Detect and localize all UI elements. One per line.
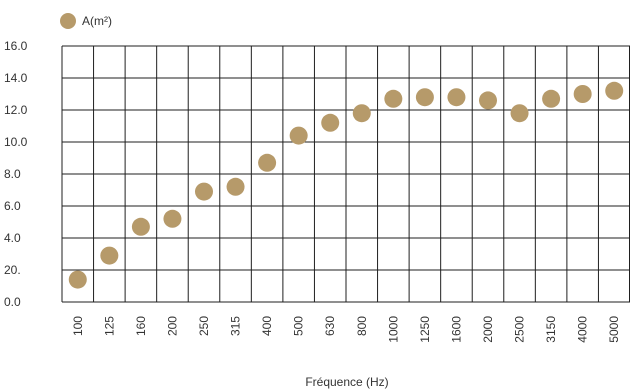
data-point xyxy=(195,182,213,201)
x-tick-label: 800 xyxy=(355,316,369,336)
y-tick-label: 14.0 xyxy=(4,71,28,85)
x-tick-label: 2500 xyxy=(513,316,527,343)
data-point xyxy=(68,270,87,289)
x-tick-label: 5000 xyxy=(607,316,621,343)
data-point xyxy=(542,89,561,108)
legend-label: A(m²) xyxy=(82,14,112,28)
data-point xyxy=(415,88,434,107)
data-point xyxy=(510,104,529,123)
x-tick-label: 3150 xyxy=(544,316,558,343)
data-point xyxy=(479,91,497,110)
data-point xyxy=(605,81,624,100)
x-tick-label: 160 xyxy=(134,316,148,336)
x-axis-ticks: 100 125 160 200 250 315 400 500 630 800 1000 1250 16… xyxy=(71,316,621,343)
legend: A(m²) xyxy=(60,13,112,29)
x-axis-title: Fréquence (Hz) xyxy=(305,375,388,389)
y-tick-label: 12.0 xyxy=(4,103,28,117)
y-tick-label: 16.0 xyxy=(4,39,28,53)
data-point xyxy=(321,113,340,132)
y-tick-label: 4.0 xyxy=(4,231,21,245)
data-point xyxy=(163,209,182,228)
data-point xyxy=(289,126,308,145)
data-point xyxy=(447,88,466,107)
y-axis-ticks: 0.0 20. 4.0 6.0 8.0 10.0 12.0 14.0 16.0 xyxy=(4,39,28,309)
y-tick-label: 8.0 xyxy=(4,167,21,181)
x-tick-label: 500 xyxy=(292,316,306,336)
y-tick-label: 10.0 xyxy=(4,135,28,149)
x-tick-label: 4000 xyxy=(576,316,590,343)
grid xyxy=(61,45,630,303)
data-point xyxy=(384,89,403,108)
x-tick-label: 315 xyxy=(229,316,243,336)
x-tick-label: 2000 xyxy=(481,316,495,343)
x-tick-label: 200 xyxy=(165,316,179,336)
x-tick-label: 100 xyxy=(71,316,85,336)
x-tick-label: 125 xyxy=(102,316,116,336)
x-tick-label: 1000 xyxy=(386,316,400,343)
x-tick-label: 1250 xyxy=(418,316,432,343)
data-point xyxy=(573,85,592,103)
x-tick-label: 250 xyxy=(197,316,211,336)
data-point xyxy=(131,217,150,236)
data-point xyxy=(226,177,245,196)
x-tick-label: 1600 xyxy=(449,316,463,343)
y-tick-label: 20. xyxy=(4,263,21,277)
y-tick-label: 6.0 xyxy=(4,199,21,213)
legend-marker xyxy=(60,13,76,29)
data-point xyxy=(352,104,371,123)
x-tick-label: 630 xyxy=(323,316,337,336)
y-tick-label: 0.0 xyxy=(4,295,21,309)
data-points xyxy=(68,81,624,289)
data-point xyxy=(100,246,119,265)
x-tick-label: 400 xyxy=(260,316,274,336)
data-point xyxy=(258,153,277,172)
